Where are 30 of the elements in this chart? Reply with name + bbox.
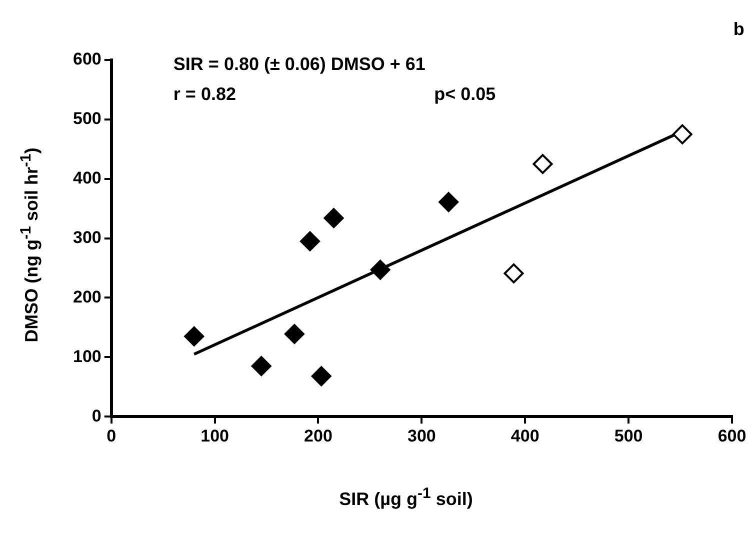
x-tick-label: 0 bbox=[106, 426, 116, 446]
point bbox=[370, 260, 390, 280]
y-tick-label: 200 bbox=[72, 287, 102, 306]
point bbox=[532, 154, 553, 174]
point bbox=[284, 324, 304, 344]
y-tick-label: 500 bbox=[72, 109, 102, 128]
annotation: r = 0.82 bbox=[173, 84, 236, 104]
y-tick-label: 400 bbox=[72, 168, 102, 188]
x-tick-label: 500 bbox=[614, 426, 643, 446]
annotation: SIR = 0.80 (± 0.06) DMSO + 61 bbox=[173, 54, 426, 74]
point bbox=[184, 326, 204, 346]
y-tick-label: 0 bbox=[92, 406, 102, 426]
y-tick-label: 600 bbox=[72, 50, 102, 69]
point bbox=[504, 263, 524, 284]
y-tick-label: 100 bbox=[72, 346, 102, 366]
point bbox=[438, 192, 459, 212]
point bbox=[300, 231, 320, 252]
annotation: p< 0.05 bbox=[434, 84, 496, 104]
point bbox=[251, 356, 272, 376]
x-axis-title: SIR (µg g$^{-1}$ soil) bbox=[338, 485, 474, 510]
point bbox=[672, 124, 692, 144]
x-tick-label: 200 bbox=[304, 426, 332, 446]
point bbox=[311, 366, 332, 386]
text: b bbox=[733, 18, 744, 39]
x-tick-label: 300 bbox=[407, 426, 436, 446]
y-tick-label: 300 bbox=[72, 228, 102, 247]
x-tick-label: 400 bbox=[510, 426, 540, 446]
point bbox=[324, 208, 344, 228]
x-tick-label: 600 bbox=[718, 426, 746, 446]
x-tick-label: 100 bbox=[200, 426, 229, 446]
